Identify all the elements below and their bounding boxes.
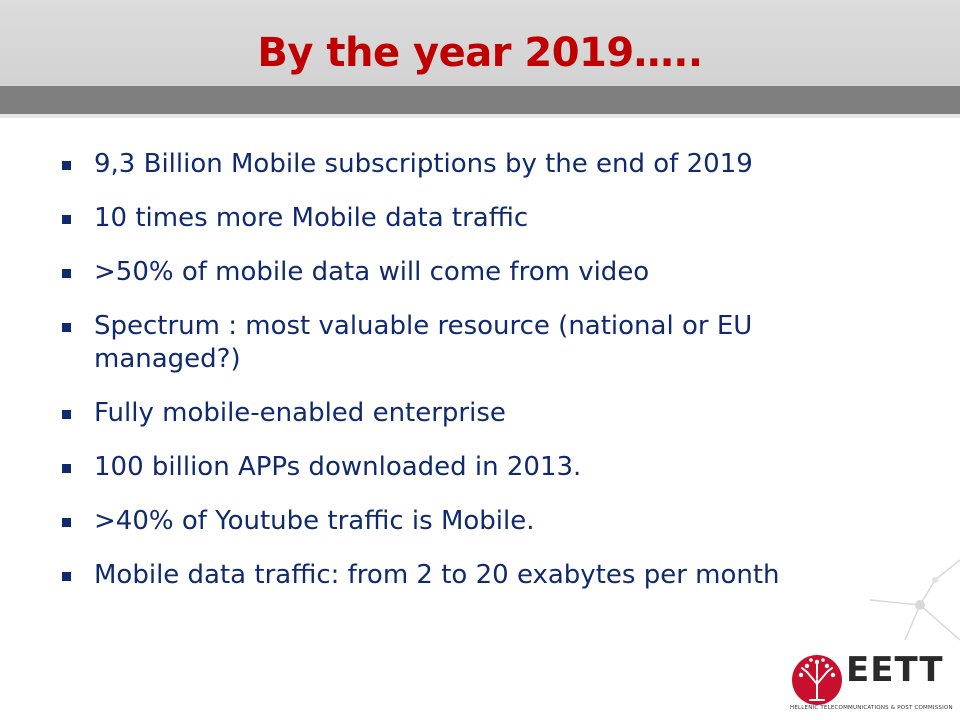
bullet-text: >50% of mobile data will come from video <box>94 257 650 287</box>
bullet-item: 9,3 Billion Mobile subscriptions by the … <box>60 148 860 181</box>
bullet-item: >40% of Youtube traffic is Mobile. <box>60 505 860 538</box>
logo-wordmark: EETT <box>846 650 944 690</box>
bullet-text: Mobile data traffic: from 2 to 20 exabyt… <box>94 560 780 590</box>
bullet-item: 10 times more Mobile data traffic <box>60 202 860 235</box>
eett-logo-mark <box>792 655 842 705</box>
header-bar <box>0 0 960 86</box>
bullet-square-icon <box>62 269 71 278</box>
bullet-square-icon <box>62 323 71 332</box>
bullet-square-icon <box>62 572 71 581</box>
logo-subtitle: HELLENIC TELECOMMUNICATIONS & POST COMMI… <box>790 705 953 711</box>
bullet-text: Spectrum : most valuable resource (natio… <box>94 311 753 374</box>
bullet-list: 9,3 Billion Mobile subscriptions by the … <box>60 148 860 613</box>
bullet-text: Fully mobile-enabled enterprise <box>94 398 506 428</box>
bullet-text: 10 times more Mobile data traffic <box>94 203 529 233</box>
header-band <box>0 86 960 114</box>
bullet-square-icon <box>62 215 71 224</box>
bullet-square-icon <box>62 410 71 419</box>
bullet-item: Spectrum : most valuable resource (natio… <box>60 310 860 376</box>
bullet-text: >40% of Youtube traffic is Mobile. <box>94 506 535 536</box>
bullet-text: 9,3 Billion Mobile subscriptions by the … <box>94 149 753 179</box>
bullet-square-icon <box>62 518 71 527</box>
slide-title: By the year 2019….. <box>257 30 703 76</box>
bullet-square-icon <box>62 161 71 170</box>
bullet-square-icon <box>62 464 71 473</box>
bullet-item: >50% of mobile data will come from video <box>60 256 860 289</box>
bullet-text: 100 billion APPs downloaded in 2013. <box>94 452 582 482</box>
bullet-item: Fully mobile-enabled enterprise <box>60 397 860 430</box>
bullet-item: 100 billion APPs downloaded in 2013. <box>60 451 860 484</box>
header-divider <box>0 114 960 118</box>
bullet-item: Mobile data traffic: from 2 to 20 exabyt… <box>60 559 860 592</box>
